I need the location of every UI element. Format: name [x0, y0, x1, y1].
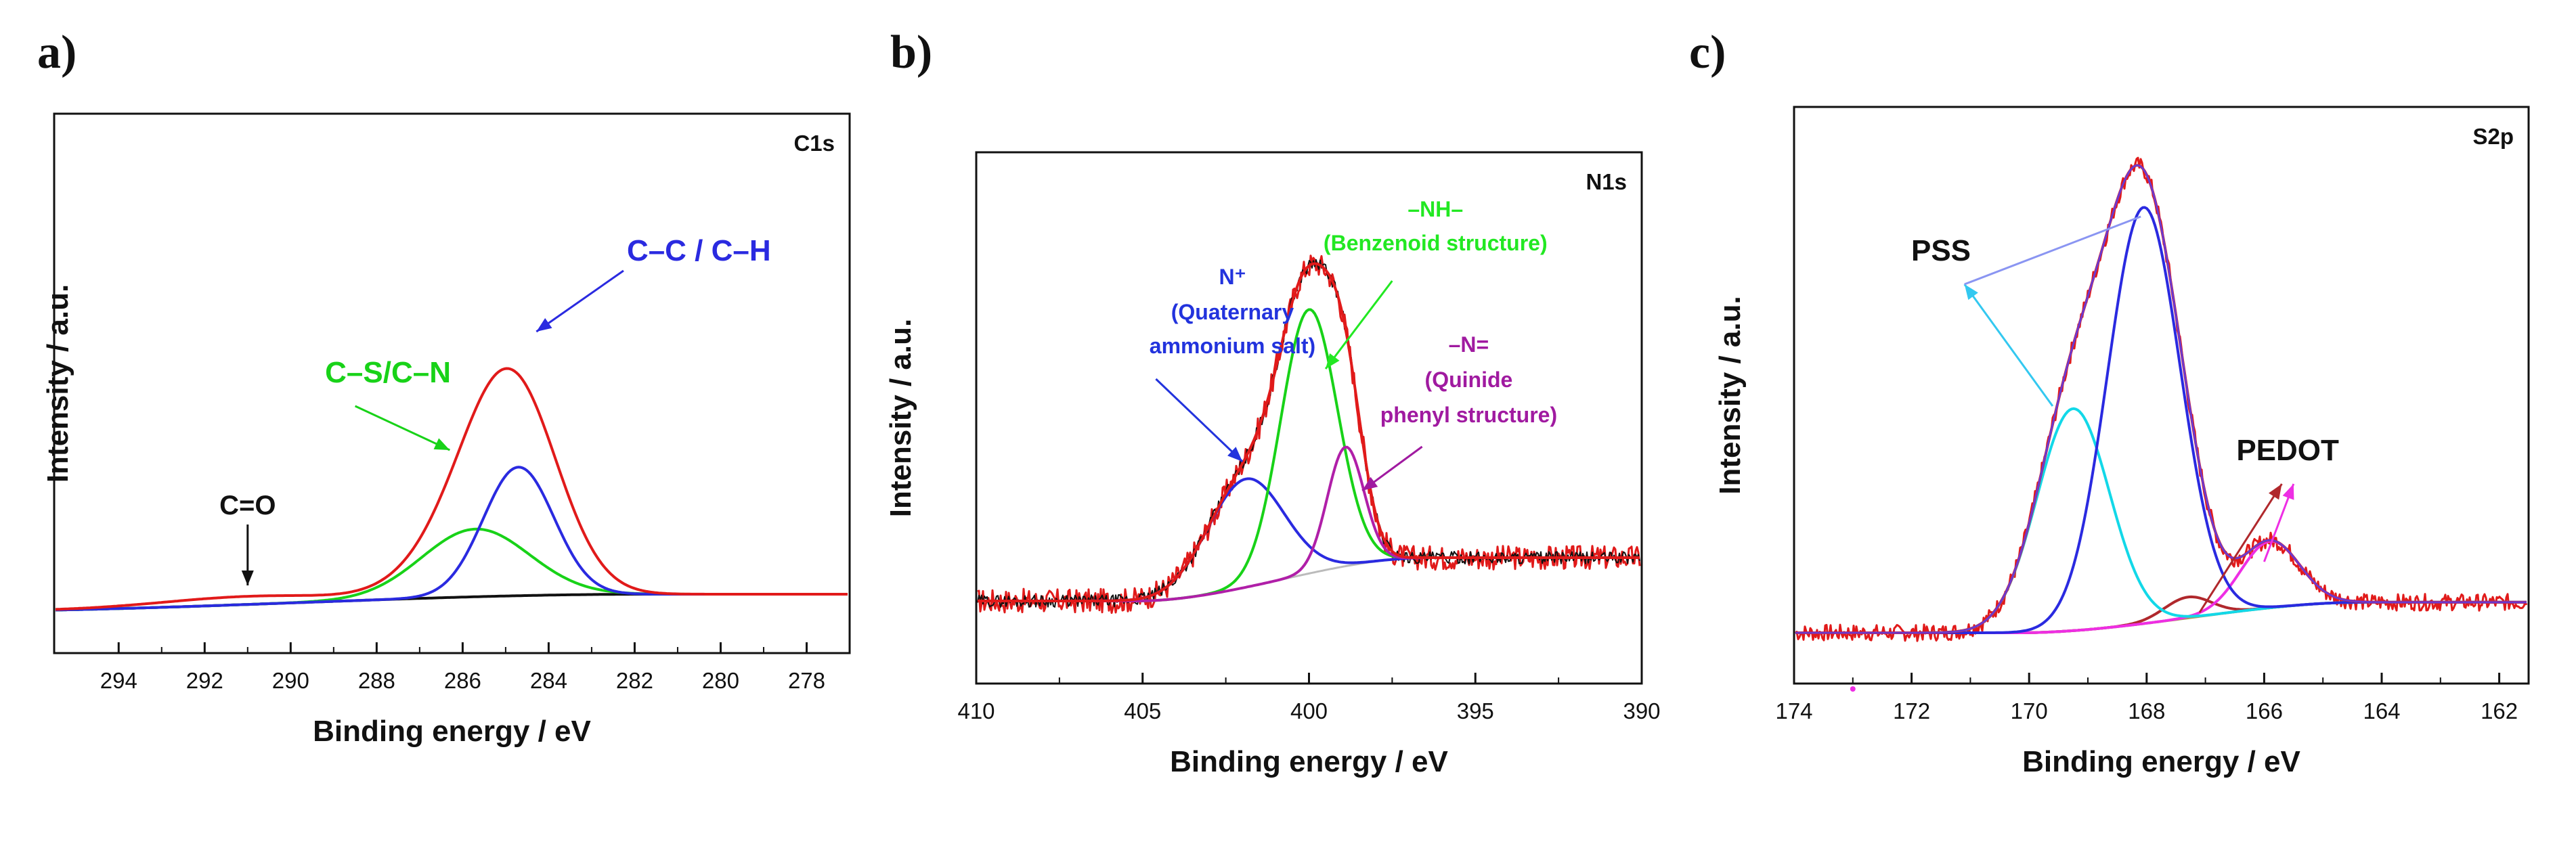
- series-n-plus: [978, 477, 1640, 602]
- peak-title: C1s: [793, 131, 835, 156]
- arrow-n-plus-head: [1227, 447, 1243, 462]
- series-envelope: [55, 367, 848, 611]
- label-pedot: PEDOT: [2236, 434, 2339, 467]
- label-benzenoid: (Benzenoid structure): [1324, 231, 1548, 255]
- label-quaternary: (Quaternary: [1171, 300, 1294, 324]
- arrow-nh-head: [1326, 353, 1340, 369]
- x-tick-label: 280: [702, 668, 739, 693]
- series-background: [1795, 600, 2527, 634]
- y-axis-title: Intensity / a.u.: [1713, 296, 1747, 494]
- x-axis-title: Binding energy / eV: [2022, 745, 2300, 778]
- y-axis-title: Intensity / a.u.: [41, 284, 74, 483]
- x-tick-label: 395: [1457, 698, 1494, 723]
- x-axis-title: Binding energy / eV: [1170, 745, 1448, 778]
- x-tick-label: 290: [272, 668, 309, 693]
- series-pss-1: [1795, 206, 2527, 634]
- arrow-pss-cyan: [1963, 284, 2054, 407]
- x-tick-label: 390: [1623, 698, 1660, 723]
- label-c-o: C=O: [219, 491, 276, 520]
- series-envelope: [978, 262, 1640, 602]
- arrow-pss-lavender: [1964, 215, 2141, 286]
- series-fit: [1795, 164, 2527, 634]
- label-c-c: C–C / C–H: [627, 234, 771, 267]
- x-tick-label: 292: [186, 668, 223, 693]
- arrow-pss-cyan-head: [1964, 284, 1978, 300]
- series-pss-2: [1795, 407, 2527, 634]
- arrow-c-c: [536, 269, 624, 333]
- peak-title: S2p: [2472, 124, 2514, 149]
- plot-frame: [53, 112, 851, 654]
- label-pss: PSS: [1911, 234, 1971, 267]
- label-nh: –NH–: [1407, 197, 1463, 221]
- x-tick-label: 170: [2011, 698, 2048, 723]
- label-c-s-c-n: C–S/C–N: [325, 356, 451, 389]
- x-tick-label: 278: [788, 668, 825, 693]
- x-tick-label: 294: [100, 668, 137, 693]
- series-pedot-1: [1795, 539, 2527, 634]
- arrow-c-s-c-n-head: [433, 438, 450, 450]
- x-tick-label: 164: [2363, 698, 2400, 723]
- x-axis-title: Binding energy / eV: [313, 715, 591, 748]
- peak-title: N1s: [1586, 169, 1627, 194]
- arrow-c-c-head: [536, 318, 552, 332]
- panel-c1s: 294 292 290 288 286 284 282 280 278 Binding energ…: [41, 112, 851, 748]
- arrow-nh: [1324, 280, 1393, 370]
- arrow-pedot-dark: [2198, 483, 2283, 613]
- x-tick-label: 405: [1124, 698, 1161, 723]
- x-tick-label: 400: [1290, 698, 1328, 723]
- label-ammonium: ammonium salt): [1150, 334, 1315, 358]
- arrow-c-o-head: [241, 571, 254, 585]
- x-tick-label: 168: [2128, 698, 2165, 723]
- arrow-n-eq-head: [1362, 476, 1378, 491]
- panel-letter-c: c): [1689, 26, 1726, 79]
- panel-n1s: 410 405 400 395 390 Binding energy / eV Intens…: [884, 151, 1661, 778]
- x-tick-label: 282: [616, 668, 653, 693]
- y-axis-title: Intensity / a.u.: [884, 319, 917, 517]
- x-tick-label: 286: [444, 668, 481, 693]
- arrow-n-plus: [1155, 378, 1244, 463]
- x-tick-label: 172: [1893, 698, 1930, 723]
- panel-letter-a: a): [37, 26, 77, 79]
- arrow-pedot-magenta-head: [2282, 484, 2294, 500]
- x-tick-label: 162: [2481, 698, 2518, 723]
- x-tick-label: 284: [530, 668, 567, 693]
- x-tick-label: 410: [957, 698, 995, 723]
- x-tick-label: 166: [2246, 698, 2283, 723]
- stray-marker: [1850, 686, 1856, 692]
- series-envelope: [1795, 164, 2527, 634]
- series-n-eq: [978, 445, 1640, 602]
- panel-s2p: 174 172 170 168 166 164 162 Binding energy / eV…: [1713, 106, 2530, 778]
- x-tick-label: 174: [1775, 698, 1812, 723]
- series-c-c: [55, 466, 848, 612]
- label-n-eq: –N=: [1449, 332, 1489, 357]
- plot-frame: [1793, 106, 2530, 685]
- arrow-pedot-dark-head: [2269, 484, 2282, 500]
- label-quinide: (Quinide: [1425, 367, 1513, 392]
- arrow-c-s-c-n: [354, 405, 450, 451]
- panel-letter-b: b): [890, 26, 932, 79]
- label-phenyl: phenyl structure): [1380, 403, 1557, 427]
- x-tick-label: 288: [358, 668, 395, 693]
- label-n-plus: N⁺: [1219, 265, 1246, 289]
